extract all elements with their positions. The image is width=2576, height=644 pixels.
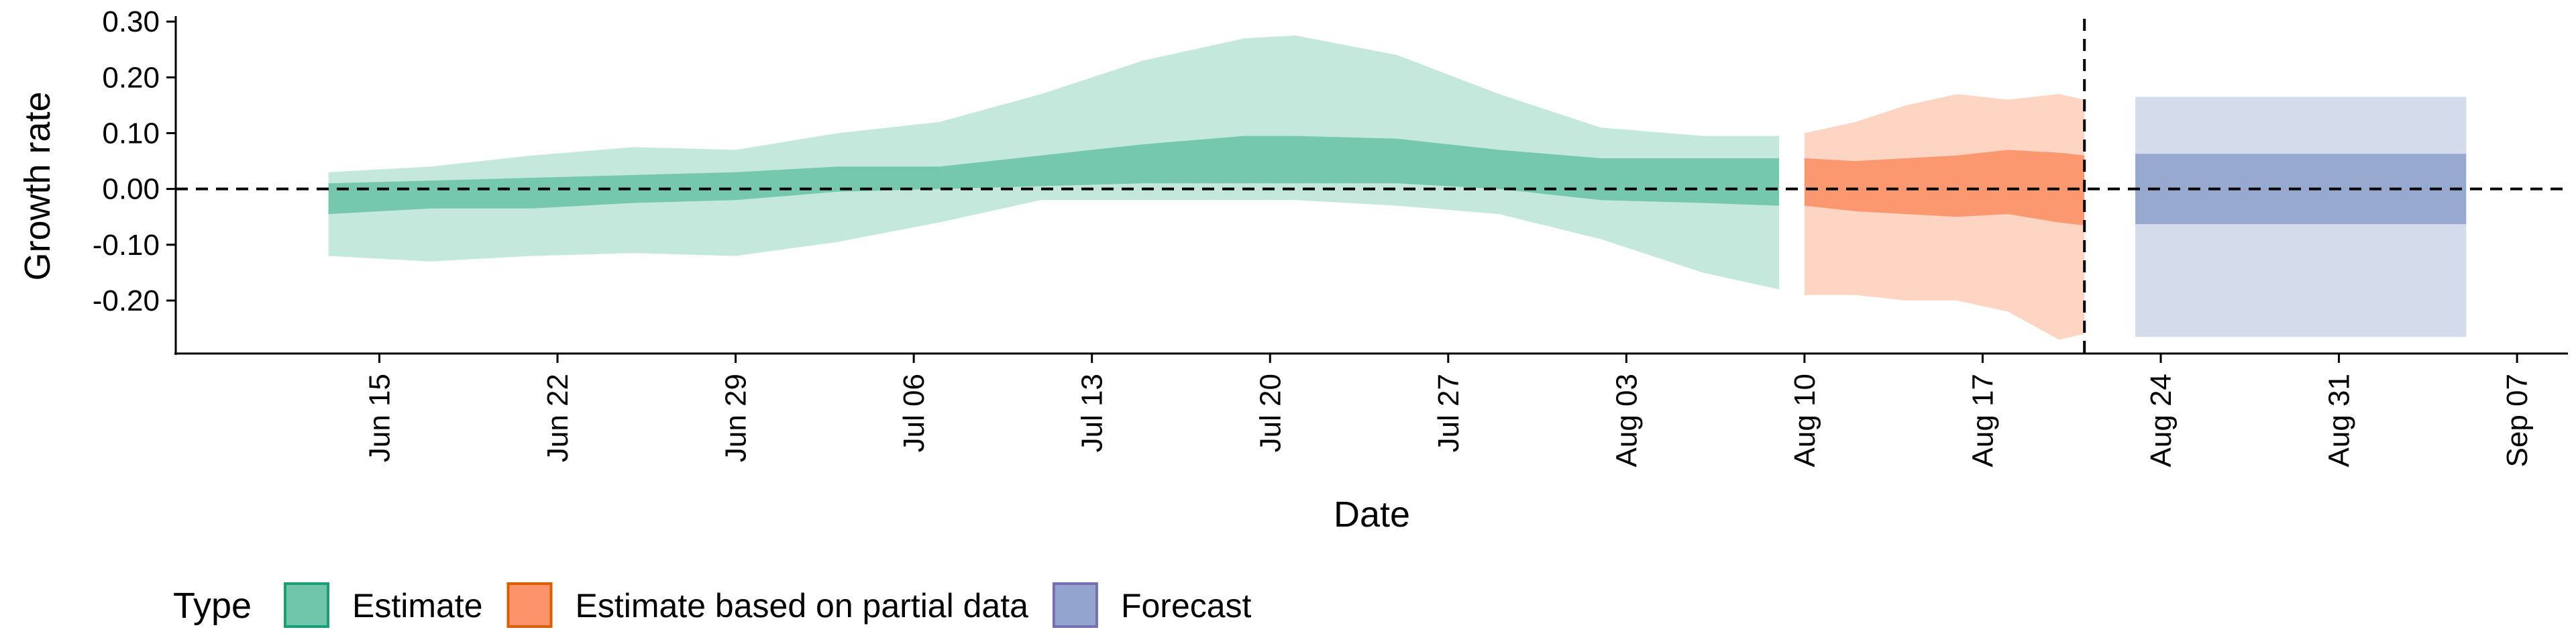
x-tick-label: Aug 10: [1788, 374, 1821, 467]
x-tick-label: Sep 07: [2501, 374, 2534, 467]
bands-layer: [328, 35, 2467, 340]
legend-title: Type: [173, 586, 252, 626]
y-axis-title: Growth rate: [17, 91, 58, 280]
x-tick-label: Aug 17: [1966, 374, 1999, 467]
legend-swatch-estimate-based-on-partial-data: [506, 582, 553, 628]
x-tick-label: Jul 06: [898, 374, 930, 452]
x-tick-label: Aug 03: [1610, 374, 1643, 467]
y-tick-label: 0.00: [102, 173, 160, 206]
x-tick-label: Aug 24: [2145, 374, 2178, 467]
legend-label-estimate: Estimate: [352, 587, 483, 625]
legend-swatch-forecast: [1052, 582, 1098, 628]
legend-label-estimate-based-on-partial-data: Estimate based on partial data: [576, 587, 1029, 625]
estimate-based-on-partial-data-inner-band: [1804, 150, 2085, 225]
x-tick-label: Jun 22: [541, 374, 574, 462]
y-tick-label: 0.10: [102, 117, 160, 150]
legend: Type Estimate Estimate based on partial da…: [173, 582, 1252, 628]
x-tick-label: Jun 29: [720, 374, 753, 462]
estimate-inner-band: [328, 136, 1779, 215]
x-axis-title: Date: [1334, 494, 1410, 535]
x-tick-label: Jul 13: [1076, 374, 1109, 452]
legend-swatch-estimate: [284, 582, 329, 628]
x-tick-label: Jun 15: [363, 374, 396, 462]
x-tick-label: Jul 27: [1432, 374, 1465, 452]
x-tick-label: Aug 31: [2323, 374, 2356, 467]
x-tick-label: Jul 20: [1254, 374, 1287, 452]
y-tick-label: -0.10: [93, 229, 160, 262]
y-tick-label: -0.20: [93, 284, 160, 317]
reference-lines: [176, 19, 2568, 354]
y-tick-label: 0.30: [102, 5, 160, 38]
legend-label-forecast: Forecast: [1121, 587, 1252, 625]
y-tick-label: 0.20: [102, 61, 160, 94]
axes: 0.30 0.20 0.10 0.00 -0.10 -0.20 Jun 15 Jun 22 Ju…: [93, 5, 2568, 467]
